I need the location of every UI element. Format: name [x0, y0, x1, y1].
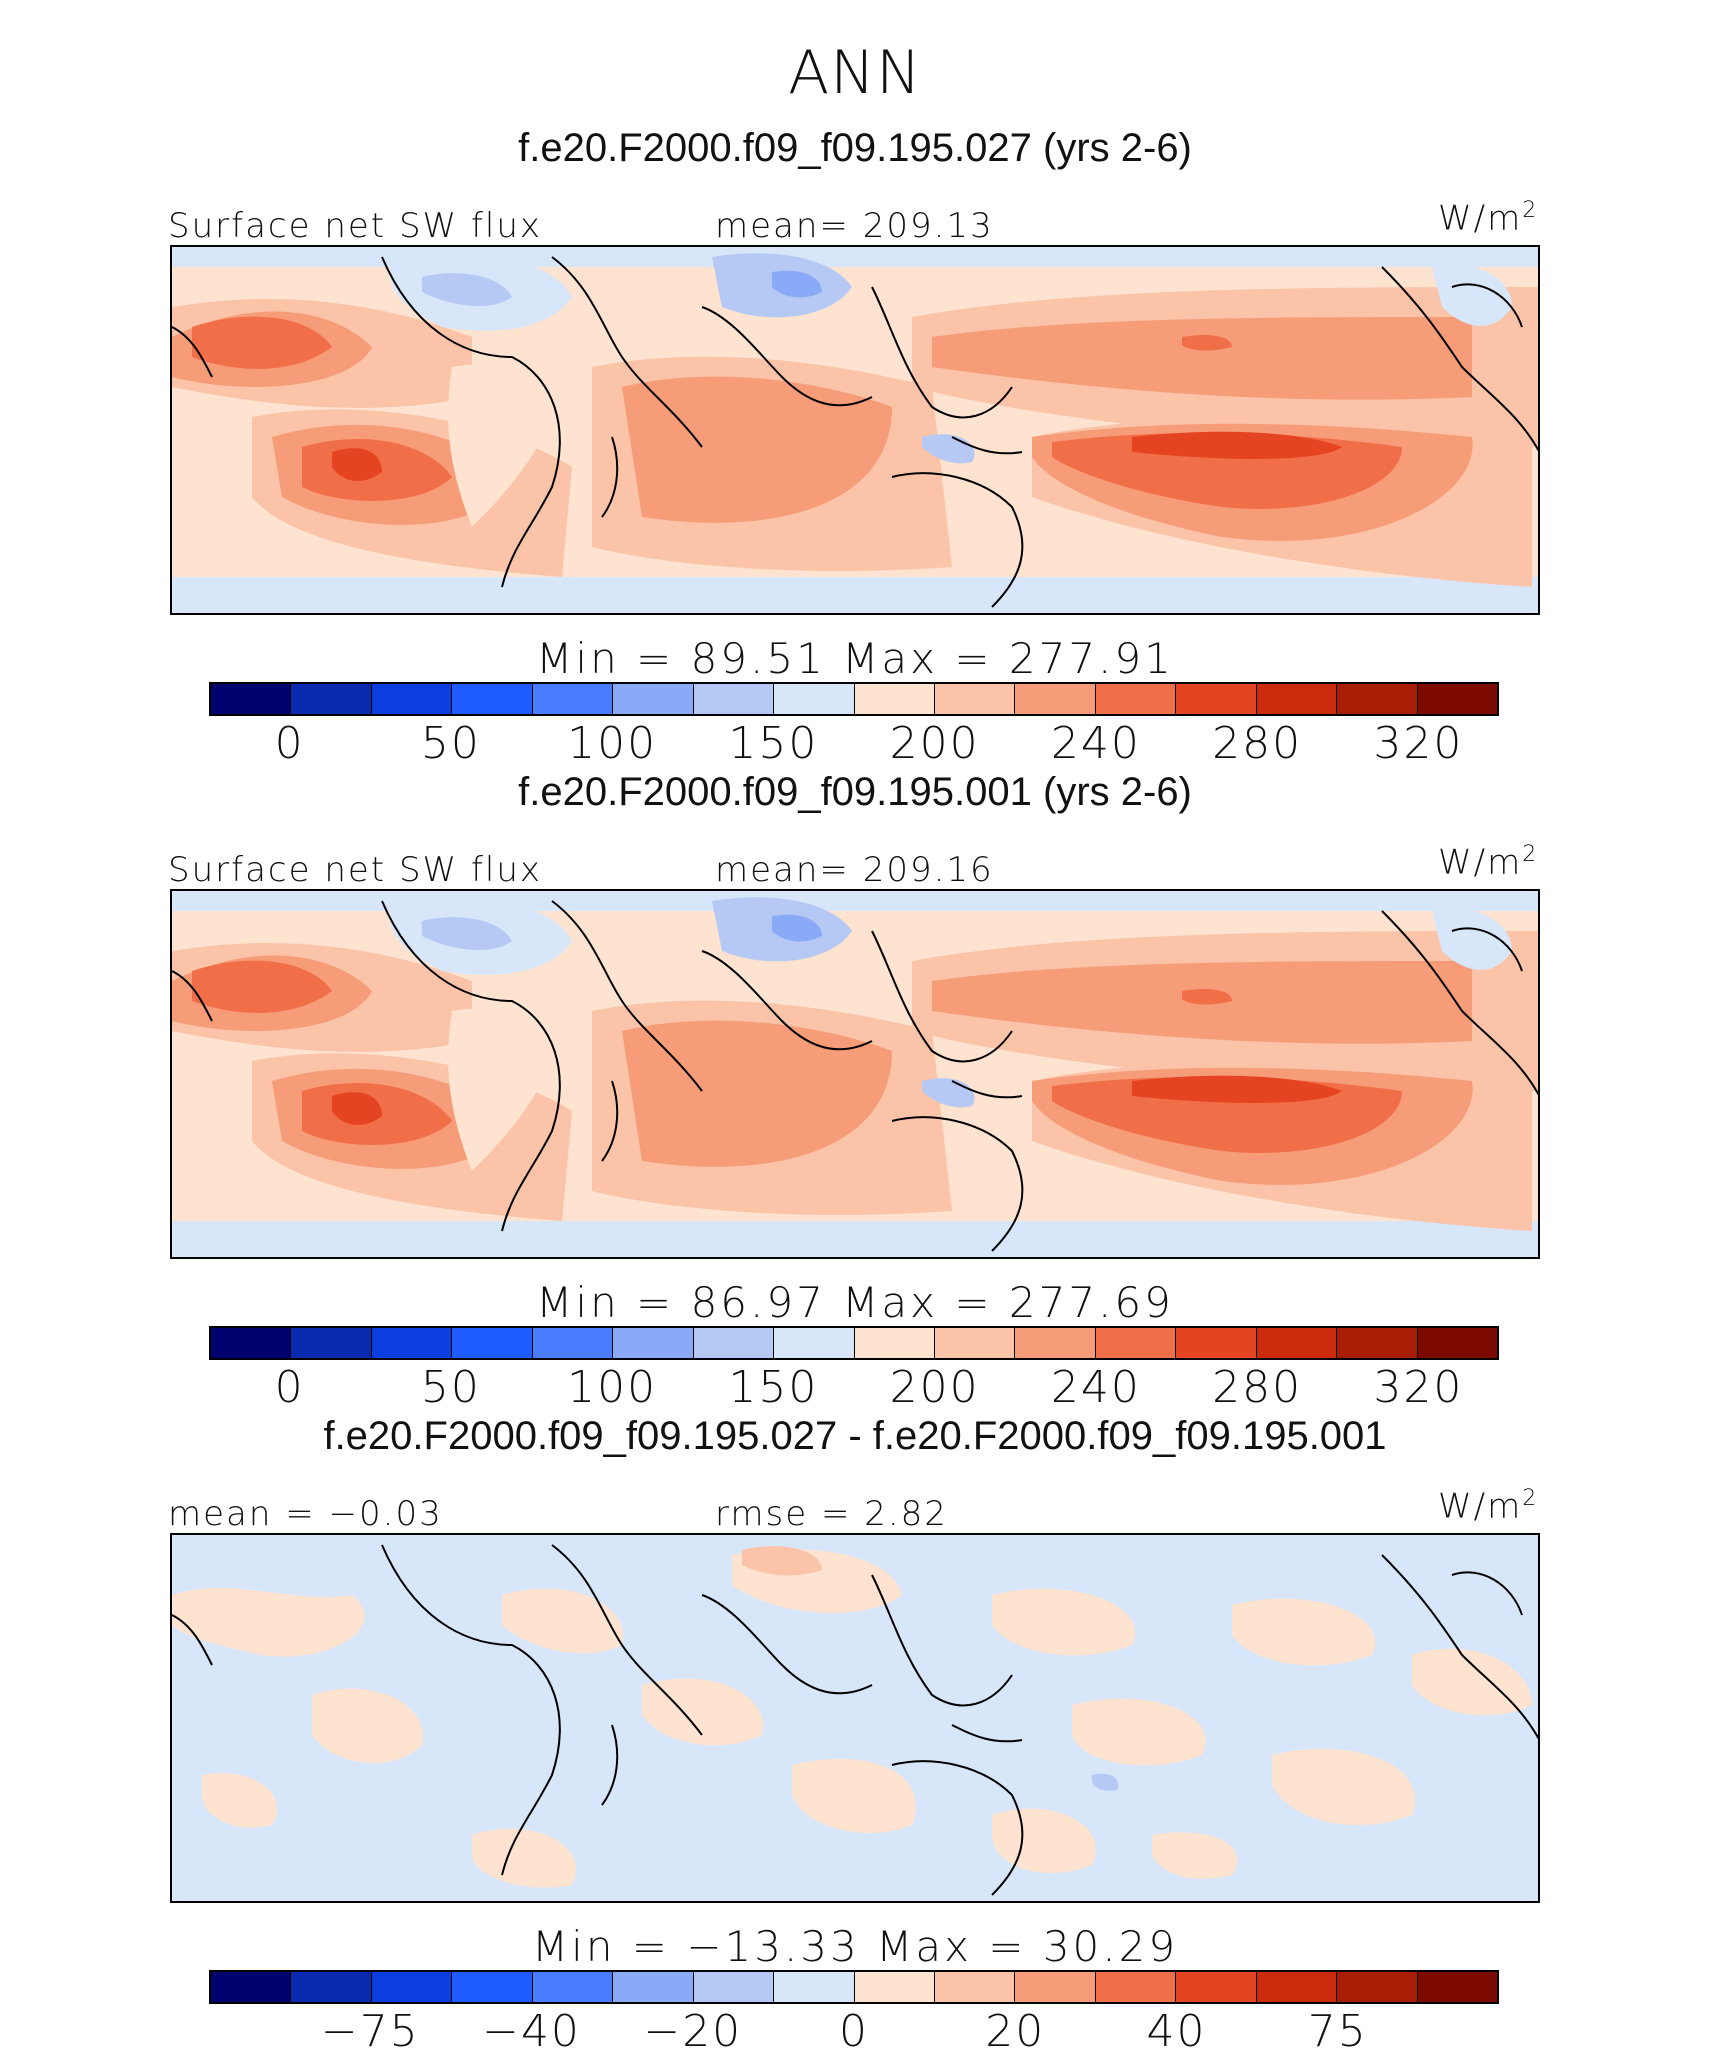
colorbar-swatch [211, 684, 292, 714]
panel1-colorbar [209, 682, 1499, 716]
colorbar-swatch [613, 1972, 694, 2002]
colorbar-swatch [1015, 1328, 1096, 1358]
colorbar-tick-label: 0 [274, 1362, 305, 1413]
colorbar-swatch [291, 684, 372, 714]
colorbar-swatch [211, 1328, 292, 1358]
colorbar-tick-label: 0 [839, 2006, 869, 2057]
colorbar-tick-label: 320 [1373, 1362, 1464, 1413]
colorbar-swatch [1095, 1328, 1177, 1358]
colorbar-swatch [1256, 1972, 1338, 2002]
colorbar-swatch [1015, 684, 1096, 714]
colorbar-tick-label: 240 [1050, 718, 1141, 769]
panel3-map-svg [172, 1535, 1538, 1901]
colorbar-swatch [934, 1328, 1016, 1358]
panel3-rmse-label: rmse = 2.82 [715, 1494, 948, 1534]
colorbar-swatch [1417, 1972, 1497, 2002]
colorbar-tick-label: 75 [1307, 2006, 1368, 2057]
colorbar-swatch [371, 684, 453, 714]
panel3-colorbar [209, 1970, 1499, 2004]
panel1-map-svg [172, 247, 1538, 613]
panel1-mean-label: mean= 209.13 [715, 206, 994, 246]
colorbar-tick-label: 100 [567, 718, 658, 769]
colorbar-swatch [371, 1972, 453, 2002]
colorbar-swatch [1176, 1328, 1257, 1358]
panel2-units: W/m2 [1438, 842, 1539, 883]
colorbar-tick-label: 280 [1212, 718, 1303, 769]
colorbar-tick-label: 150 [728, 1362, 819, 1413]
panel2-mean-label: mean= 209.16 [715, 850, 994, 890]
colorbar-swatch [693, 1328, 775, 1358]
colorbar-swatch [532, 684, 614, 714]
panel3-minmax: Min = −13.33 Max = 30.29 [531, 1922, 1179, 1971]
panel3-units: W/m2 [1438, 1486, 1539, 1527]
colorbar-swatch [774, 684, 855, 714]
panel2-minmax: Min = 86.97 Max = 277.69 [536, 1278, 1174, 1327]
colorbar-swatch [1256, 1328, 1338, 1358]
colorbar-tick-label: 320 [1373, 718, 1464, 769]
colorbar-swatch [693, 684, 775, 714]
colorbar-tick-label: 50 [420, 1362, 481, 1413]
colorbar-swatch [452, 1328, 533, 1358]
panel1-minmax: Min = 89.51 Max = 277.91 [536, 634, 1174, 683]
colorbar-swatch [774, 1972, 855, 2002]
colorbar-tick-label: −20 [643, 2006, 743, 2057]
panel2-case-title: f.e20.F2000.f09_f09.195.001 (yrs 2-6) [518, 770, 1192, 814]
colorbar-swatch [532, 1328, 614, 1358]
panel3-map [170, 1533, 1540, 1903]
colorbar-swatch [452, 684, 533, 714]
colorbar-swatch [1176, 1972, 1257, 2002]
colorbar-swatch [1417, 684, 1497, 714]
colorbar-tick-label: 280 [1212, 1362, 1303, 1413]
colorbar-swatch [1095, 684, 1177, 714]
colorbar-tick-label: 200 [889, 718, 980, 769]
colorbar-swatch [532, 1972, 614, 2002]
colorbar-swatch [854, 1328, 935, 1358]
colorbar-swatch [291, 1328, 372, 1358]
colorbar-swatch [1337, 1972, 1418, 2002]
colorbar-tick-label: 200 [889, 1362, 980, 1413]
colorbar-swatch [1256, 684, 1338, 714]
colorbar-swatch [1095, 1972, 1177, 2002]
colorbar-swatch [613, 684, 694, 714]
colorbar-tick-label: 0 [274, 718, 305, 769]
colorbar-tick-label: 100 [567, 1362, 658, 1413]
panel2-map [170, 889, 1540, 1259]
colorbar-swatch [854, 684, 935, 714]
colorbar-swatch [452, 1972, 533, 2002]
panel1-units: W/m2 [1438, 198, 1539, 239]
colorbar-swatch [1417, 1328, 1497, 1358]
colorbar-swatch [934, 684, 1016, 714]
figure-title: ANN [788, 38, 922, 108]
colorbar-swatch [371, 1328, 453, 1358]
colorbar-swatch [854, 1972, 935, 2002]
colorbar-tick-label: 50 [420, 718, 481, 769]
colorbar-swatch [1337, 684, 1418, 714]
colorbar-tick-label: 150 [728, 718, 819, 769]
colorbar-tick-label: −40 [482, 2006, 581, 2057]
colorbar-swatch [1337, 1328, 1418, 1358]
panel3-case-title: f.e20.F2000.f09_f09.195.027 - f.e20.F200… [323, 1414, 1387, 1458]
colorbar-swatch [934, 1972, 1016, 2002]
colorbar-swatch [1015, 1972, 1096, 2002]
colorbar-swatch [211, 1972, 292, 2002]
colorbar-tick-label: 40 [1146, 2006, 1207, 2057]
panel3-mean-label: mean = −0.03 [168, 1494, 443, 1534]
colorbar-tick-label: −75 [320, 2006, 420, 2057]
colorbar-tick-label: 240 [1050, 1362, 1141, 1413]
panel1-case-title: f.e20.F2000.f09_f09.195.027 (yrs 2-6) [518, 126, 1192, 170]
panel1-variable-label: Surface net SW flux [168, 206, 543, 246]
colorbar-swatch [291, 1972, 372, 2002]
colorbar-swatch [774, 1328, 855, 1358]
panel2-variable-label: Surface net SW flux [168, 850, 543, 890]
colorbar-swatch [1176, 684, 1257, 714]
panel1-map [170, 245, 1540, 615]
colorbar-tick-label: 20 [985, 2006, 1046, 2057]
colorbar-swatch [693, 1972, 775, 2002]
panel2-colorbar [209, 1326, 1499, 1360]
panel2-map-svg [172, 891, 1538, 1257]
colorbar-swatch [613, 1328, 694, 1358]
